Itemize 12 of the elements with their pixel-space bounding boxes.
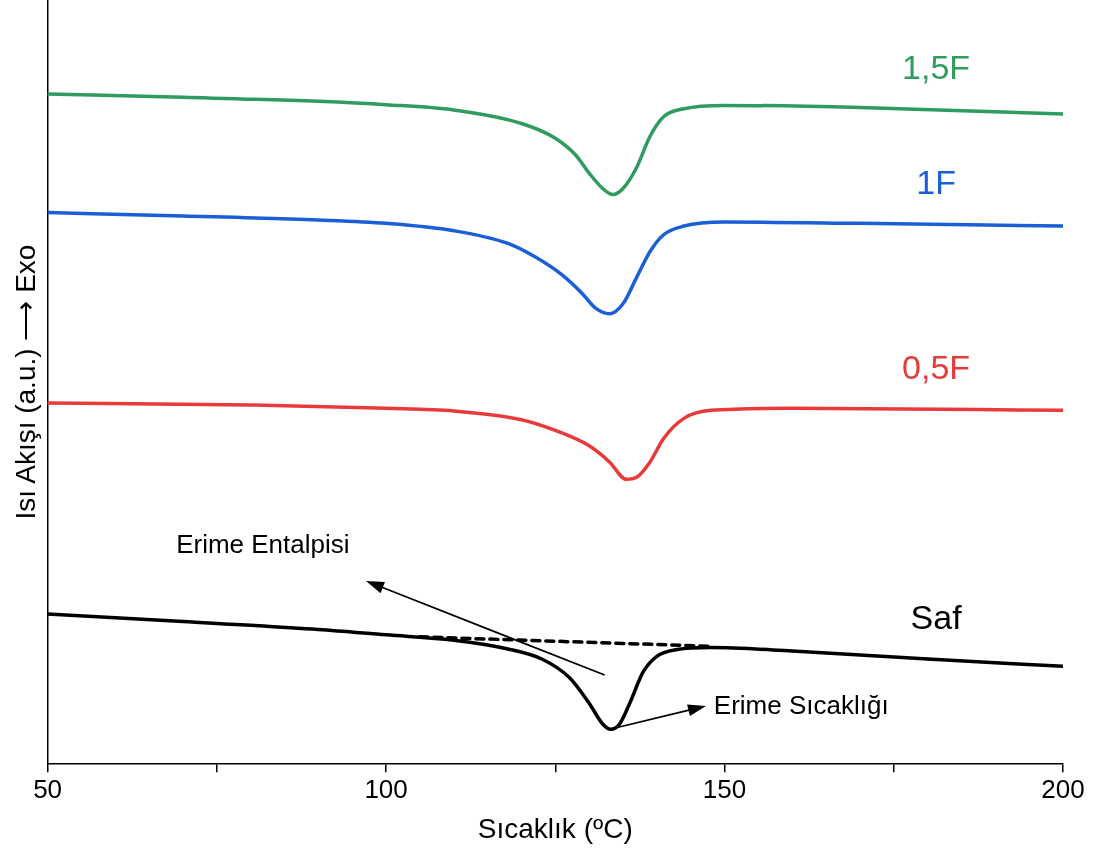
x-tick-label: 100	[364, 773, 408, 804]
y-axis-title: Isı Akışı (a.u.) ⟶ Exo	[9, 244, 41, 520]
series-label: 1F	[916, 162, 956, 201]
series-label: 0,5F	[902, 347, 971, 386]
x-tick-label: 150	[702, 773, 747, 804]
x-axis-title: Sıcaklık (ºC)	[477, 812, 633, 844]
x-tick-label: 200	[1041, 773, 1085, 804]
annotation: Erime Sıcaklığı	[713, 689, 889, 720]
x-tick-label: 50	[33, 773, 63, 804]
series-label: 1,5F	[902, 48, 971, 87]
annotation: Erime Entalpisi	[176, 528, 350, 559]
series-label: Saf	[910, 597, 963, 636]
